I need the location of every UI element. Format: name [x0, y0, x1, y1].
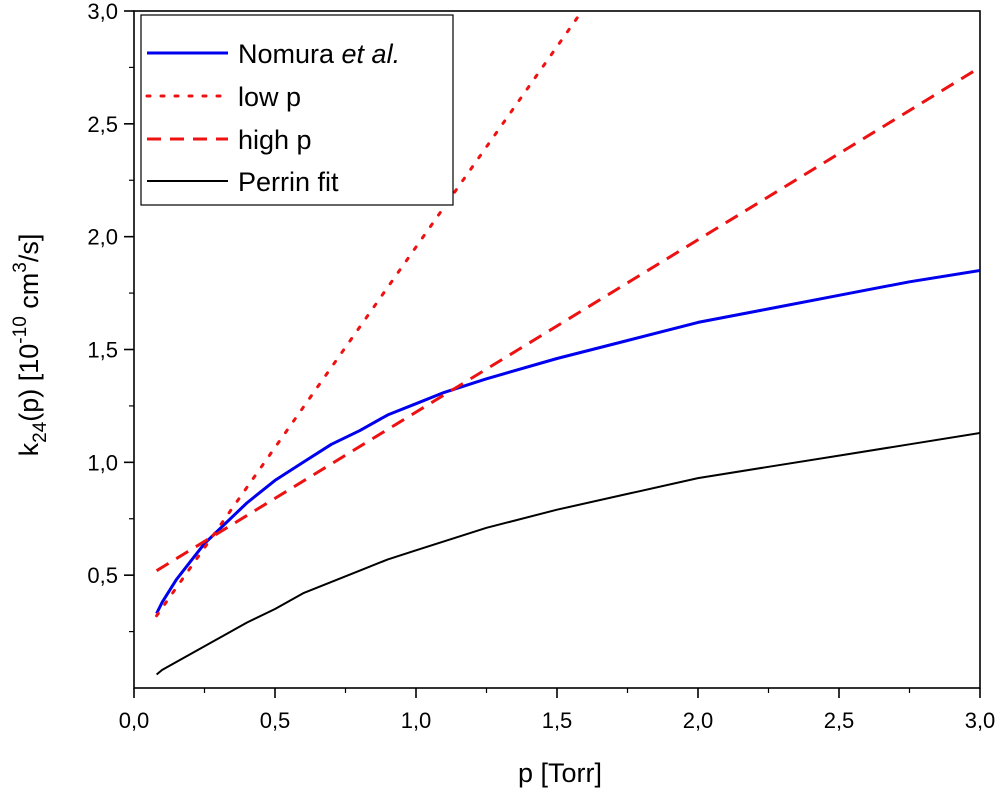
series-line-perrin	[155, 432, 980, 676]
y-axis-title-exp1: -10	[10, 316, 31, 343]
x-tick-label: 0,5	[260, 708, 291, 733]
ticks: 0,0 0,5 1,0 1,5 2,0 2,5 3,0 0,5 1,0 1,5 2,0 2,5 3,0	[87, 0, 995, 733]
legend-item-nomura: Nomura et al.	[147, 39, 400, 69]
y-axis-title-exp2: 3	[10, 262, 31, 273]
x-tick-label: 2,5	[824, 708, 855, 733]
series-line-nomura	[155, 269, 980, 615]
legend-label-perrin: Perrin fit	[238, 167, 339, 197]
x-tick-label: 1,0	[401, 708, 432, 733]
y-tick-label: 2,5	[87, 112, 118, 137]
y-axis-title-unit: cm	[14, 273, 44, 317]
legend-label-low-p: low p	[238, 82, 301, 112]
legend-label-nomura-name: Nomura	[238, 39, 342, 69]
y-axis-title-k: k	[14, 442, 44, 456]
x-axis-title: p [Torr]	[518, 758, 602, 788]
x-tick-label: 2,0	[683, 708, 714, 733]
plot-lines	[155, 11, 980, 676]
y-tick-label: 3,0	[87, 0, 118, 24]
y-axis-title-mid: (p) [10	[14, 344, 44, 422]
legend-item-high-p: high p	[147, 125, 312, 155]
y-tick-label: 2,0	[87, 225, 118, 250]
x-tick-label: 1,5	[542, 708, 573, 733]
legend-label-nomura: Nomura et al.	[238, 39, 400, 69]
legend-item-perrin: Perrin fit	[147, 167, 339, 197]
x-tick-label: 3,0	[965, 708, 996, 733]
legend-label-high-p: high p	[238, 125, 312, 155]
y-tick-label: 0,5	[87, 563, 118, 588]
legend: Nomura et al. low p high p Perrin fit	[140, 14, 454, 206]
y-tick-label: 1,5	[87, 338, 118, 363]
y-axis-title-tail: /s]	[14, 234, 44, 263]
y-axis-title: k24(p) [10-10 cm3/s]	[10, 234, 51, 457]
legend-box	[140, 14, 454, 206]
legend-item-low-p: low p	[145, 82, 301, 112]
x-tick-label: 0,0	[119, 708, 150, 733]
y-tick-label: 1,0	[87, 450, 118, 475]
legend-label-nomura-italic: et al.	[342, 39, 401, 69]
y-axis-title-k-sub: 24	[30, 421, 51, 443]
